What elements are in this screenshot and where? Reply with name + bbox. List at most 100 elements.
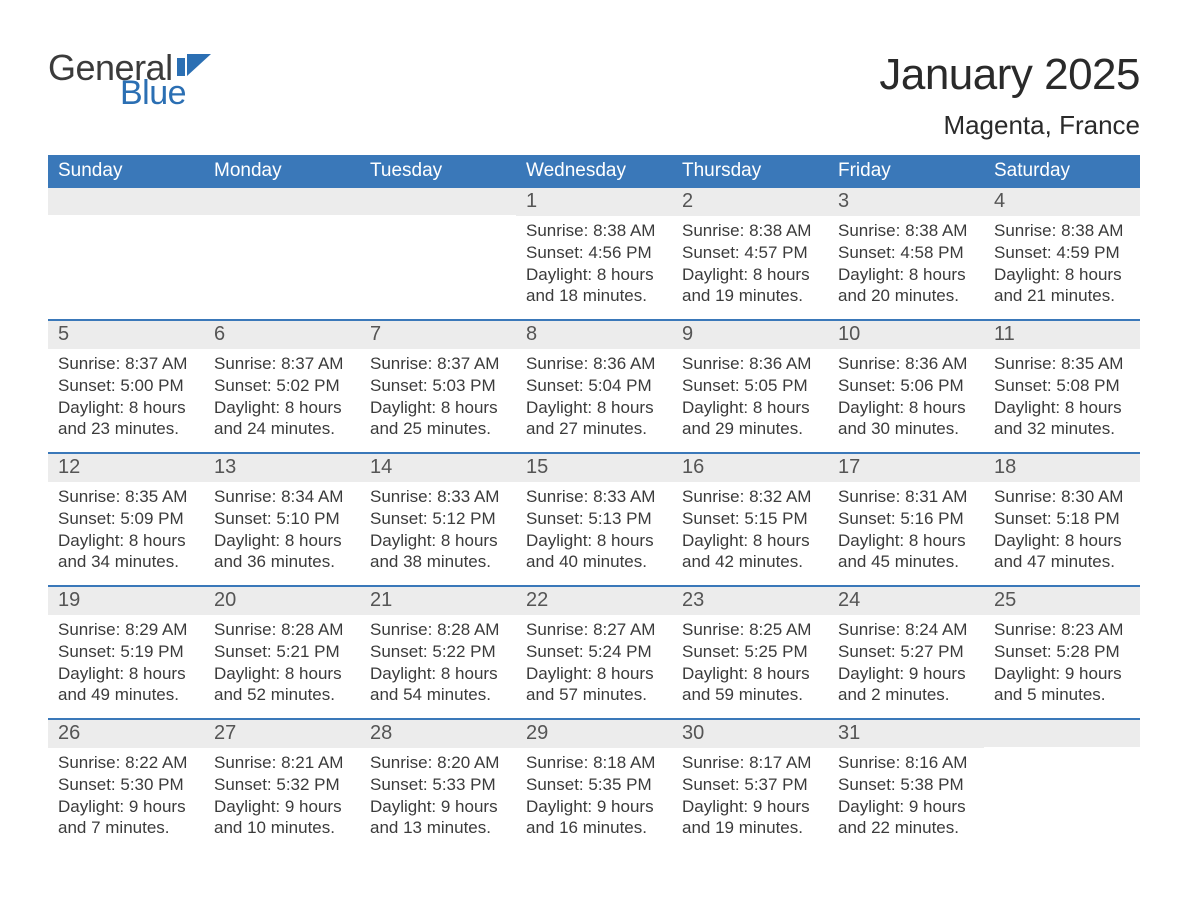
sunset-text: Sunset: 5:02 PM (214, 375, 350, 397)
day-cell: 3Sunrise: 8:38 AMSunset: 4:58 PMDaylight… (828, 188, 984, 319)
day-number: 9 (672, 321, 828, 349)
sunrise-text: Sunrise: 8:35 AM (994, 353, 1130, 375)
sunset-text: Sunset: 5:28 PM (994, 641, 1130, 663)
day-cell: 19Sunrise: 8:29 AMSunset: 5:19 PMDayligh… (48, 587, 204, 718)
sunset-text: Sunset: 5:32 PM (214, 774, 350, 796)
location-label: Magenta, France (879, 110, 1140, 141)
sunrise-text: Sunrise: 8:38 AM (682, 220, 818, 242)
day-number: 10 (828, 321, 984, 349)
sunset-text: Sunset: 5:38 PM (838, 774, 974, 796)
daylight-text-line2: and 7 minutes. (58, 817, 194, 839)
day-details: Sunrise: 8:38 AMSunset: 4:57 PMDaylight:… (672, 216, 828, 307)
day-cell: 25Sunrise: 8:23 AMSunset: 5:28 PMDayligh… (984, 587, 1140, 718)
day-details: Sunrise: 8:38 AMSunset: 4:58 PMDaylight:… (828, 216, 984, 307)
day-details: Sunrise: 8:27 AMSunset: 5:24 PMDaylight:… (516, 615, 672, 706)
sunrise-text: Sunrise: 8:21 AM (214, 752, 350, 774)
daylight-text-line1: Daylight: 8 hours (370, 530, 506, 552)
daylight-text-line1: Daylight: 8 hours (838, 530, 974, 552)
daylight-text-line1: Daylight: 8 hours (214, 530, 350, 552)
day-details: Sunrise: 8:36 AMSunset: 5:05 PMDaylight:… (672, 349, 828, 440)
sunset-text: Sunset: 5:24 PM (526, 641, 662, 663)
day-number: 18 (984, 454, 1140, 482)
daylight-text-line2: and 25 minutes. (370, 418, 506, 440)
sunset-text: Sunset: 5:21 PM (214, 641, 350, 663)
day-cell: 30Sunrise: 8:17 AMSunset: 5:37 PMDayligh… (672, 720, 828, 851)
daylight-text-line2: and 27 minutes. (526, 418, 662, 440)
day-details: Sunrise: 8:30 AMSunset: 5:18 PMDaylight:… (984, 482, 1140, 573)
sunset-text: Sunset: 5:04 PM (526, 375, 662, 397)
day-cell: 16Sunrise: 8:32 AMSunset: 5:15 PMDayligh… (672, 454, 828, 585)
weekday-header: Friday (828, 155, 984, 188)
sunset-text: Sunset: 5:22 PM (370, 641, 506, 663)
weekday-header: Thursday (672, 155, 828, 188)
day-details: Sunrise: 8:28 AMSunset: 5:22 PMDaylight:… (360, 615, 516, 706)
daylight-text-line2: and 45 minutes. (838, 551, 974, 573)
sunrise-text: Sunrise: 8:32 AM (682, 486, 818, 508)
daylight-text-line1: Daylight: 9 hours (214, 796, 350, 818)
daylight-text-line1: Daylight: 8 hours (526, 397, 662, 419)
weekday-header: Saturday (984, 155, 1140, 188)
day-cell: 29Sunrise: 8:18 AMSunset: 5:35 PMDayligh… (516, 720, 672, 851)
day-cell: 9Sunrise: 8:36 AMSunset: 5:05 PMDaylight… (672, 321, 828, 452)
daylight-text-line2: and 19 minutes. (682, 285, 818, 307)
daylight-text-line1: Daylight: 8 hours (838, 397, 974, 419)
sunset-text: Sunset: 4:59 PM (994, 242, 1130, 264)
day-number (360, 188, 516, 215)
day-number (984, 720, 1140, 747)
day-details: Sunrise: 8:24 AMSunset: 5:27 PMDaylight:… (828, 615, 984, 706)
brand-logo: General Blue (48, 50, 211, 110)
sunset-text: Sunset: 5:05 PM (682, 375, 818, 397)
weekday-header: Sunday (48, 155, 204, 188)
day-details: Sunrise: 8:38 AMSunset: 4:56 PMDaylight:… (516, 216, 672, 307)
day-cell: 13Sunrise: 8:34 AMSunset: 5:10 PMDayligh… (204, 454, 360, 585)
sunset-text: Sunset: 5:10 PM (214, 508, 350, 530)
day-number: 1 (516, 188, 672, 216)
day-number: 7 (360, 321, 516, 349)
day-number: 15 (516, 454, 672, 482)
daylight-text-line1: Daylight: 8 hours (994, 397, 1130, 419)
sunrise-text: Sunrise: 8:20 AM (370, 752, 506, 774)
sunrise-text: Sunrise: 8:22 AM (58, 752, 194, 774)
week-row: 19Sunrise: 8:29 AMSunset: 5:19 PMDayligh… (48, 585, 1140, 718)
day-cell: 6Sunrise: 8:37 AMSunset: 5:02 PMDaylight… (204, 321, 360, 452)
week-row: 5Sunrise: 8:37 AMSunset: 5:00 PMDaylight… (48, 319, 1140, 452)
day-details: Sunrise: 8:28 AMSunset: 5:21 PMDaylight:… (204, 615, 360, 706)
sunrise-text: Sunrise: 8:31 AM (838, 486, 974, 508)
day-details: Sunrise: 8:31 AMSunset: 5:16 PMDaylight:… (828, 482, 984, 573)
daylight-text-line1: Daylight: 8 hours (370, 663, 506, 685)
week-row: 1Sunrise: 8:38 AMSunset: 4:56 PMDaylight… (48, 188, 1140, 319)
day-cell: 14Sunrise: 8:33 AMSunset: 5:12 PMDayligh… (360, 454, 516, 585)
day-details: Sunrise: 8:29 AMSunset: 5:19 PMDaylight:… (48, 615, 204, 706)
day-cell: 11Sunrise: 8:35 AMSunset: 5:08 PMDayligh… (984, 321, 1140, 452)
daylight-text-line1: Daylight: 8 hours (994, 530, 1130, 552)
sunrise-text: Sunrise: 8:28 AM (370, 619, 506, 641)
sunrise-text: Sunrise: 8:37 AM (58, 353, 194, 375)
daylight-text-line2: and 47 minutes. (994, 551, 1130, 573)
daylight-text-line2: and 16 minutes. (526, 817, 662, 839)
day-number: 17 (828, 454, 984, 482)
weekday-header-row: Sunday Monday Tuesday Wednesday Thursday… (48, 155, 1140, 188)
sunset-text: Sunset: 5:12 PM (370, 508, 506, 530)
day-number: 29 (516, 720, 672, 748)
sunrise-text: Sunrise: 8:36 AM (838, 353, 974, 375)
brand-name-part2: Blue (120, 76, 211, 110)
daylight-text-line1: Daylight: 8 hours (994, 264, 1130, 286)
sunset-text: Sunset: 5:30 PM (58, 774, 194, 796)
sunset-text: Sunset: 5:15 PM (682, 508, 818, 530)
daylight-text-line1: Daylight: 9 hours (58, 796, 194, 818)
daylight-text-line1: Daylight: 8 hours (682, 264, 818, 286)
day-details: Sunrise: 8:34 AMSunset: 5:10 PMDaylight:… (204, 482, 360, 573)
sunset-text: Sunset: 5:13 PM (526, 508, 662, 530)
daylight-text-line1: Daylight: 8 hours (526, 264, 662, 286)
day-details: Sunrise: 8:22 AMSunset: 5:30 PMDaylight:… (48, 748, 204, 839)
daylight-text-line2: and 36 minutes. (214, 551, 350, 573)
weekday-header: Wednesday (516, 155, 672, 188)
day-number: 4 (984, 188, 1140, 216)
day-details: Sunrise: 8:35 AMSunset: 5:08 PMDaylight:… (984, 349, 1140, 440)
sunset-text: Sunset: 5:18 PM (994, 508, 1130, 530)
day-details: Sunrise: 8:35 AMSunset: 5:09 PMDaylight:… (48, 482, 204, 573)
day-number: 8 (516, 321, 672, 349)
sunset-text: Sunset: 5:08 PM (994, 375, 1130, 397)
sunrise-text: Sunrise: 8:37 AM (370, 353, 506, 375)
sunrise-text: Sunrise: 8:17 AM (682, 752, 818, 774)
